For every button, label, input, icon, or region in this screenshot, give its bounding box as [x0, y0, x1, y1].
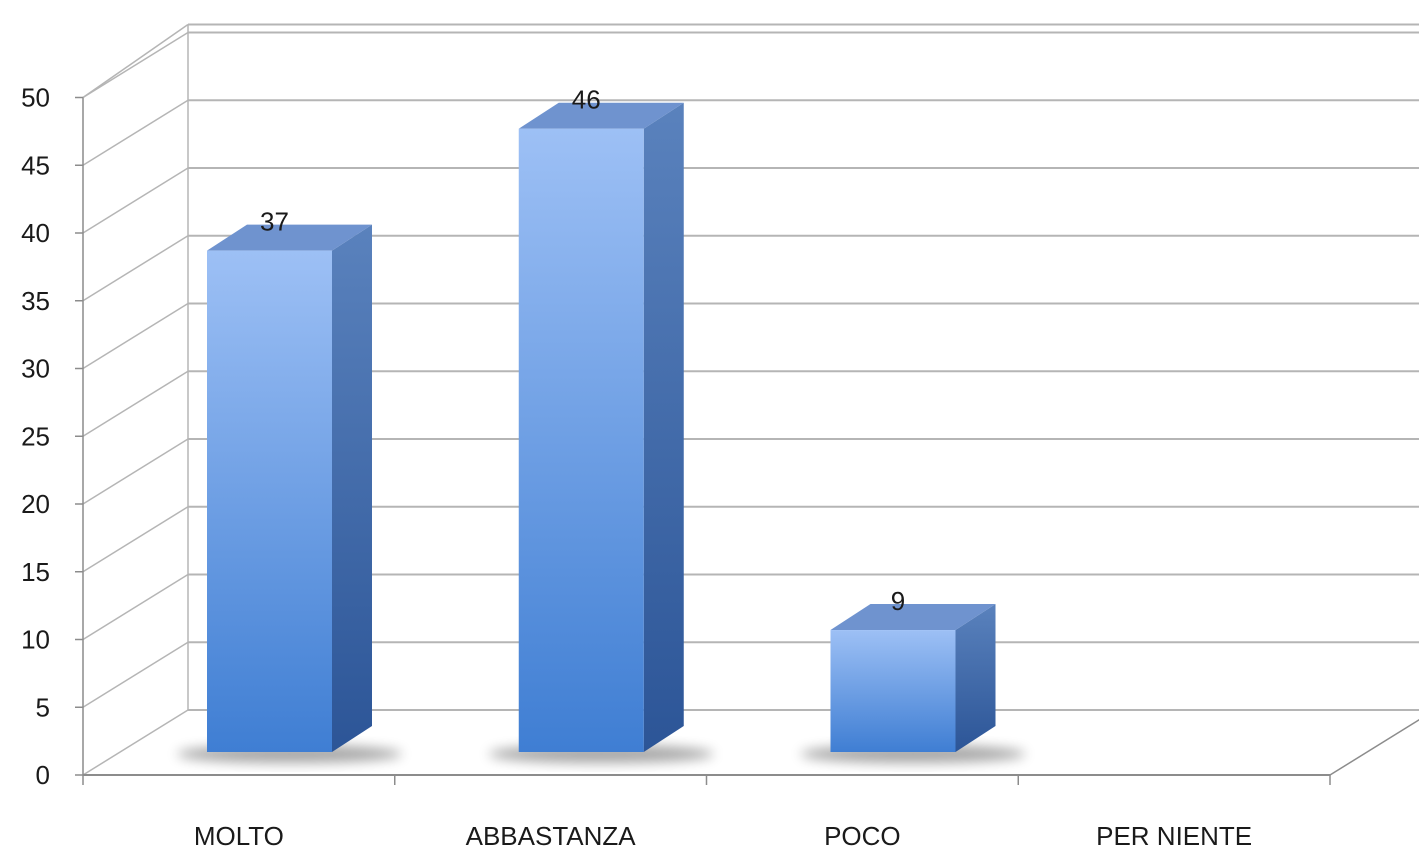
gridline-side-10	[82, 573, 189, 641]
gridline-side-15	[82, 506, 189, 573]
gridline-side-0	[82, 709, 189, 776]
y-tick-label: 30	[21, 354, 50, 384]
y-tick-label: 5	[36, 692, 50, 722]
bar-top-molto	[207, 224, 372, 251]
bar-side-molto	[332, 224, 372, 752]
bar-side-poco	[955, 604, 996, 752]
y-tick-label: 15	[21, 557, 50, 587]
side-wall-top-edge	[82, 23, 189, 99]
y-tick-label: 40	[21, 218, 50, 248]
x-tick-label: ABBASTANZA	[466, 821, 637, 849]
gridline-side-5	[82, 641, 189, 708]
gridline-side-45	[82, 99, 189, 166]
y-tick-label: 50	[21, 83, 50, 113]
x-tick-label: POCO	[824, 821, 901, 849]
grid-layer	[82, 23, 1419, 776]
floor-right-edge	[1329, 719, 1419, 776]
bar-molto	[207, 250, 332, 752]
bar-top-abbastanza	[518, 102, 684, 129]
data-label: 46	[572, 85, 601, 115]
data-label: 9	[891, 586, 905, 616]
y-tick-label: 20	[21, 489, 50, 519]
axis-layer: 0 5 10 15 20 25 30 35 40 45 50	[21, 83, 1419, 790]
bar-side-abbastanza	[643, 102, 684, 752]
y-tick-label: 35	[21, 286, 50, 316]
y-tick-label: 0	[36, 760, 50, 790]
y-tick-label: 45	[21, 150, 50, 180]
x-tick-label: PER NIENTE	[1096, 821, 1252, 849]
gridline-side-40	[82, 167, 189, 234]
gridline-side-35	[82, 235, 189, 302]
gridline-side-30	[82, 302, 189, 370]
y-tick-label: 10	[21, 625, 50, 655]
bar-layer	[177, 102, 1026, 763]
label-layer: MOLTO ABBASTANZA POCO PER NIENTE 37 46 9	[194, 85, 1252, 851]
gridline-side-20	[82, 438, 189, 505]
bar-poco	[830, 630, 956, 752]
data-label: 37	[260, 207, 289, 237]
gridline-side-25	[82, 370, 189, 437]
y-tick-label: 25	[21, 421, 50, 451]
x-tick-label: MOLTO	[194, 821, 284, 849]
bar-top-poco	[830, 604, 996, 631]
gridline-side-50	[82, 31, 189, 99]
bar-abbastanza	[518, 128, 644, 752]
